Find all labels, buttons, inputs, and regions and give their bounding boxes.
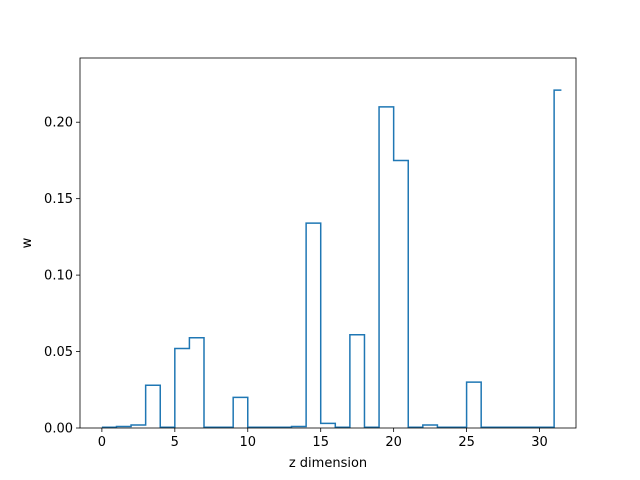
x-tick-label: 10 <box>239 435 256 450</box>
x-tick-label: 0 <box>98 435 106 450</box>
y-axis-ticks: 0.00 0.05 0.10 0.15 0.20 <box>44 116 80 437</box>
series-line-0 <box>101 89 562 428</box>
x-tick-label: 20 <box>385 435 402 450</box>
x-axis-label: z dimension <box>289 456 367 471</box>
y-axis-label: w <box>20 237 35 248</box>
x-tick-label: 30 <box>531 435 548 450</box>
y-tick-label: 0.00 <box>44 422 73 437</box>
y-tick-label: 0.10 <box>44 269 73 284</box>
x-tick-label: 15 <box>312 435 329 450</box>
y-tick-label: 0.20 <box>44 116 73 131</box>
plot-area <box>80 58 576 428</box>
x-tick-label: 25 <box>458 435 475 450</box>
series-layer <box>101 89 562 428</box>
y-tick-label: 0.05 <box>44 345 73 360</box>
x-tick-label: 5 <box>171 435 179 450</box>
axes-frame <box>79 57 577 429</box>
y-tick-label: 0.15 <box>44 192 73 207</box>
x-axis-ticks: 0 5 10 15 20 25 30 <box>98 428 548 450</box>
